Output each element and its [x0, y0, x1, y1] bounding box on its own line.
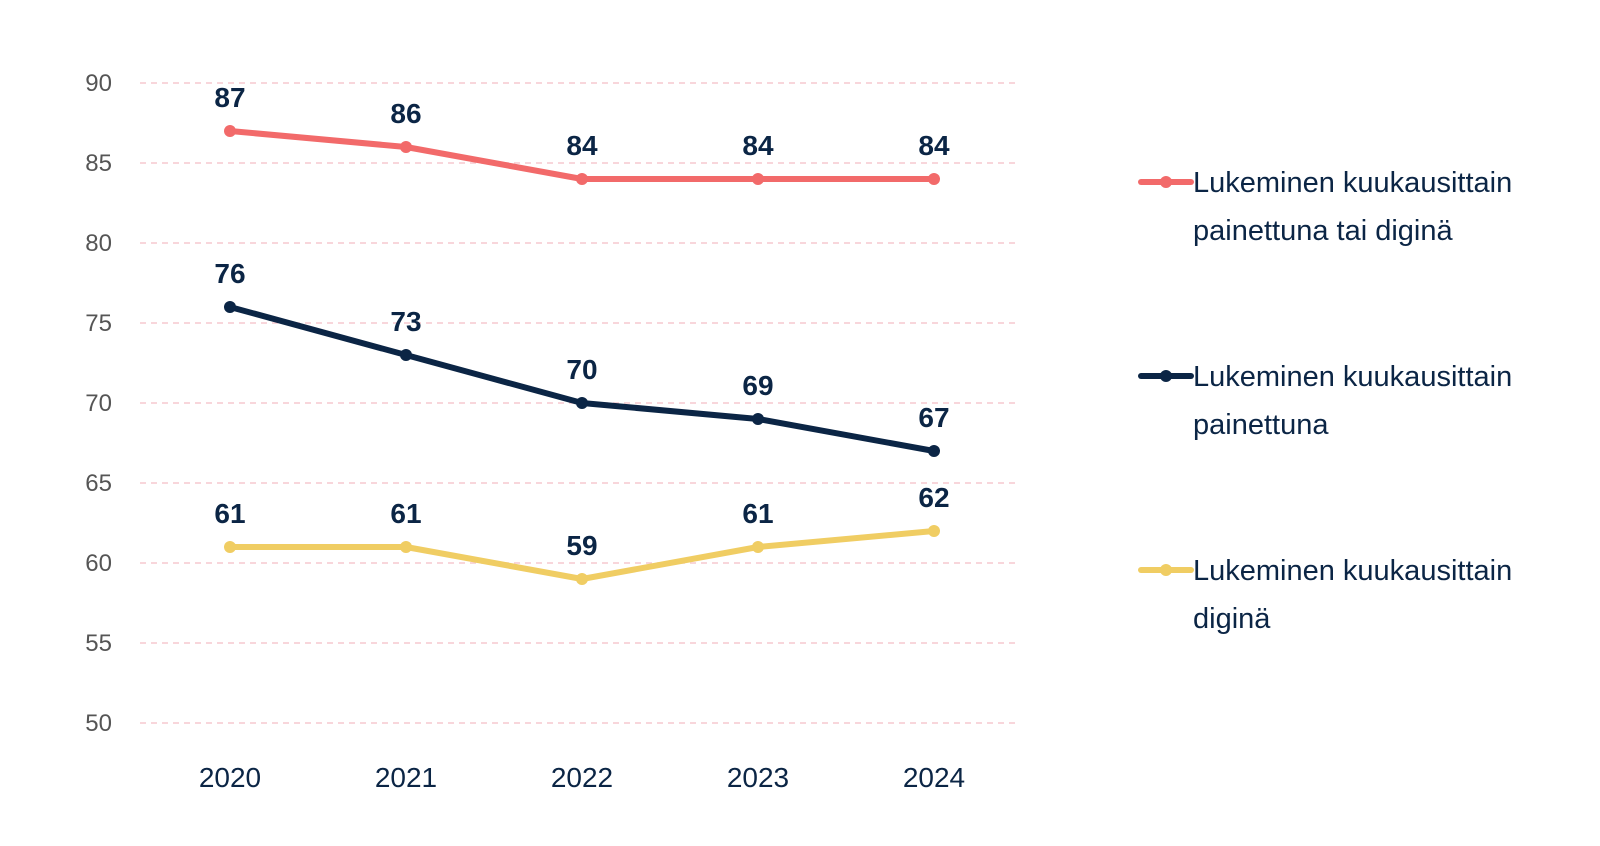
legend-marker [1160, 370, 1172, 382]
legend-marker [1160, 564, 1172, 576]
data-point [224, 301, 236, 313]
data-label: 84 [742, 130, 774, 161]
data-label: 61 [390, 498, 421, 529]
data-point [576, 397, 588, 409]
data-point [224, 541, 236, 553]
y-tick-label: 50 [85, 710, 112, 737]
legend-label: painettuna [1193, 409, 1329, 441]
data-label: 84 [918, 130, 950, 161]
x-tick-label: 2021 [375, 762, 437, 793]
data-label: 67 [918, 402, 949, 433]
legend: Lukeminen kuukausittain painettuna tai di… [1138, 167, 1512, 635]
data-point [928, 445, 940, 457]
data-label: 86 [390, 98, 421, 129]
data-label: 84 [566, 130, 598, 161]
data-label: 62 [918, 482, 949, 513]
legend-label: Lukeminen kuukausittain [1193, 167, 1512, 199]
data-point [928, 173, 940, 185]
data-point [400, 349, 412, 361]
y-tick-label: 85 [85, 150, 112, 177]
data-point [928, 525, 940, 537]
data-label: 87 [214, 82, 245, 113]
data-point [752, 173, 764, 185]
data-point [752, 413, 764, 425]
data-label: 76 [214, 258, 245, 289]
y-tick-label: 65 [85, 470, 112, 497]
data-label: 61 [742, 498, 773, 529]
data-label: 70 [566, 354, 597, 385]
x-tick-label: 2024 [903, 762, 965, 793]
data-label: 59 [566, 530, 597, 561]
y-tick-label: 75 [85, 310, 112, 337]
y-tick-label: 80 [85, 230, 112, 257]
x-tick-label: 2022 [551, 762, 613, 793]
data-point [400, 541, 412, 553]
data-point [576, 173, 588, 185]
y-tick-label: 70 [85, 390, 112, 417]
data-point [752, 541, 764, 553]
x-tick-label: 2023 [727, 762, 789, 793]
legend-label: painettuna tai diginä [1193, 215, 1453, 247]
legend-label: Lukeminen kuukausittain [1193, 555, 1512, 587]
data-label: 61 [214, 498, 245, 529]
x-tick-label: 2020 [199, 762, 261, 793]
series-lines [224, 125, 940, 585]
data-point [576, 573, 588, 585]
data-label: 69 [742, 370, 773, 401]
y-tick-label: 60 [85, 550, 112, 577]
legend-label: diginä [1193, 603, 1271, 635]
y-tick-label: 90 [85, 70, 112, 97]
data-point [400, 141, 412, 153]
data-label: 73 [390, 306, 421, 337]
legend-label: Lukeminen kuukausittain [1193, 361, 1512, 393]
data-labels: 87 86 84 84 84 76 73 70 69 67 61 61 59 61 62 [214, 82, 950, 561]
x-axis-ticks: 2020 2021 2022 2023 2024 [199, 762, 965, 793]
y-axis-ticks: 50 55 60 65 70 75 80 85 90 [85, 70, 112, 737]
data-point [224, 125, 236, 137]
y-tick-label: 55 [85, 630, 112, 657]
legend-marker [1160, 176, 1172, 188]
